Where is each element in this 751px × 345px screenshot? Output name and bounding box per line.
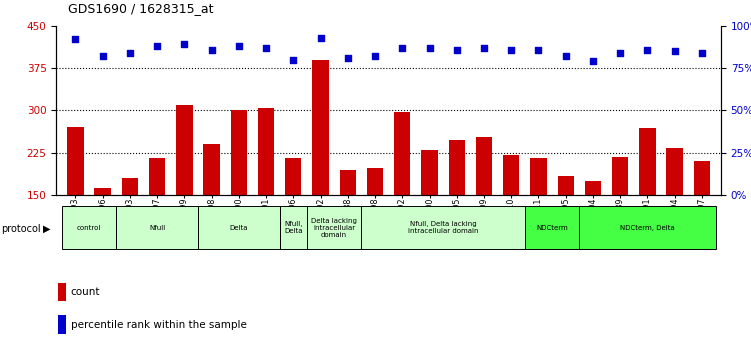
Point	[587, 59, 599, 64]
Point	[124, 50, 136, 56]
Point	[315, 35, 327, 40]
Bar	[59, 315, 66, 334]
Bar	[176, 105, 192, 279]
Bar	[530, 158, 547, 279]
Point	[397, 45, 409, 51]
Point	[559, 53, 572, 59]
Point	[151, 43, 163, 49]
Bar	[476, 137, 492, 279]
Bar	[204, 144, 220, 279]
Bar	[231, 110, 247, 279]
Point	[233, 43, 245, 49]
Bar	[258, 108, 274, 279]
Bar	[557, 176, 574, 279]
FancyBboxPatch shape	[116, 206, 198, 249]
Point	[260, 45, 272, 51]
Text: GDS1690 / 1628315_at: GDS1690 / 1628315_at	[68, 2, 213, 15]
Bar	[666, 148, 683, 279]
Bar	[68, 127, 83, 279]
Bar	[694, 161, 710, 279]
Text: Delta: Delta	[230, 225, 248, 231]
Bar	[394, 111, 411, 279]
Point	[369, 53, 381, 59]
Bar	[503, 156, 520, 279]
Text: Delta lacking
intracellular
domain: Delta lacking intracellular domain	[311, 218, 357, 238]
Bar	[149, 158, 165, 279]
FancyBboxPatch shape	[361, 206, 525, 249]
Bar	[285, 158, 301, 279]
Text: Nfull,
Delta: Nfull, Delta	[284, 221, 303, 234]
Point	[342, 55, 354, 61]
Text: NDCterm: NDCterm	[536, 225, 568, 231]
Bar	[312, 60, 329, 279]
Text: count: count	[71, 287, 100, 297]
Text: protocol: protocol	[2, 224, 41, 234]
FancyBboxPatch shape	[307, 206, 361, 249]
Point	[97, 53, 109, 59]
Text: NDCterm, Delta: NDCterm, Delta	[620, 225, 675, 231]
Bar	[122, 178, 138, 279]
Point	[206, 47, 218, 52]
FancyBboxPatch shape	[62, 206, 116, 249]
Text: percentile rank within the sample: percentile rank within the sample	[71, 319, 246, 329]
Bar	[421, 150, 438, 279]
Bar	[585, 181, 601, 279]
Point	[641, 47, 653, 52]
FancyBboxPatch shape	[198, 206, 279, 249]
Bar	[339, 169, 356, 279]
Point	[178, 42, 190, 47]
Bar	[448, 140, 465, 279]
FancyBboxPatch shape	[279, 206, 307, 249]
FancyBboxPatch shape	[525, 206, 579, 249]
Point	[288, 57, 300, 62]
Point	[614, 50, 626, 56]
Text: Nfull: Nfull	[149, 225, 165, 231]
Point	[505, 47, 517, 52]
Point	[532, 47, 544, 52]
FancyBboxPatch shape	[579, 206, 716, 249]
Point	[424, 45, 436, 51]
Bar	[59, 283, 66, 301]
Bar	[639, 128, 656, 279]
Text: Nfull, Delta lacking
intracellular domain: Nfull, Delta lacking intracellular domai…	[408, 221, 478, 234]
Point	[451, 47, 463, 52]
Bar	[612, 157, 629, 279]
Text: control: control	[77, 225, 101, 231]
Point	[696, 50, 708, 56]
Text: ▶: ▶	[43, 224, 50, 234]
Point	[69, 37, 81, 42]
Point	[478, 45, 490, 51]
Bar	[366, 168, 383, 279]
Point	[668, 49, 680, 54]
Bar	[95, 188, 111, 279]
